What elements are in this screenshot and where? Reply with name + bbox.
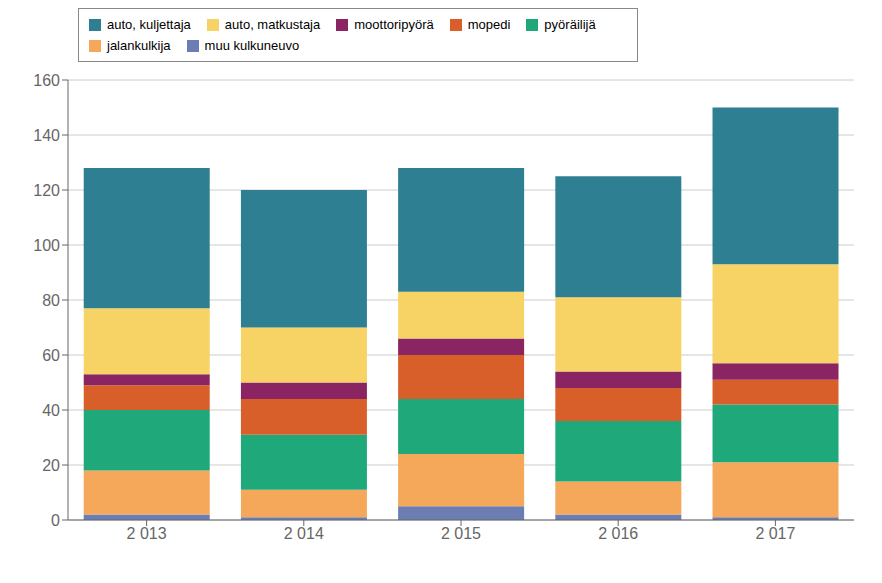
- html-text:muu kulkuneuvo: muu kulkuneuvo: [204, 38, 300, 53]
- svg-text:2 017: 2 017: [755, 525, 795, 542]
- svg-text:160: 160: [33, 72, 60, 89]
- html-text:auto, kuljettaja: auto, kuljettaja: [107, 17, 191, 32]
- svg-text:2 016: 2 016: [598, 525, 638, 542]
- html-text:pyöräilijä: pyöräilijä: [544, 17, 596, 32]
- svg-text:80: 80: [42, 292, 60, 309]
- svg-text:60: 60: [42, 347, 60, 364]
- svg-text:120: 120: [33, 182, 60, 199]
- html-text:auto, matkustaja: auto, matkustaja: [224, 17, 321, 32]
- svg-text:2 014: 2 014: [284, 525, 324, 542]
- svg-text:20: 20: [42, 457, 60, 474]
- html-text:moottoripyörä: moottoripyörä: [354, 17, 434, 32]
- svg-text:140: 140: [33, 127, 60, 144]
- svg-text:0: 0: [51, 512, 60, 529]
- svg-text:2 013: 2 013: [127, 525, 167, 542]
- svg-text:40: 40: [42, 402, 60, 419]
- html-text:jalankulkija: jalankulkija: [107, 38, 171, 53]
- svg-text:100: 100: [33, 237, 60, 254]
- svg-text:2 015: 2 015: [441, 525, 481, 542]
- html-text:mopedi: mopedi: [467, 17, 511, 32]
